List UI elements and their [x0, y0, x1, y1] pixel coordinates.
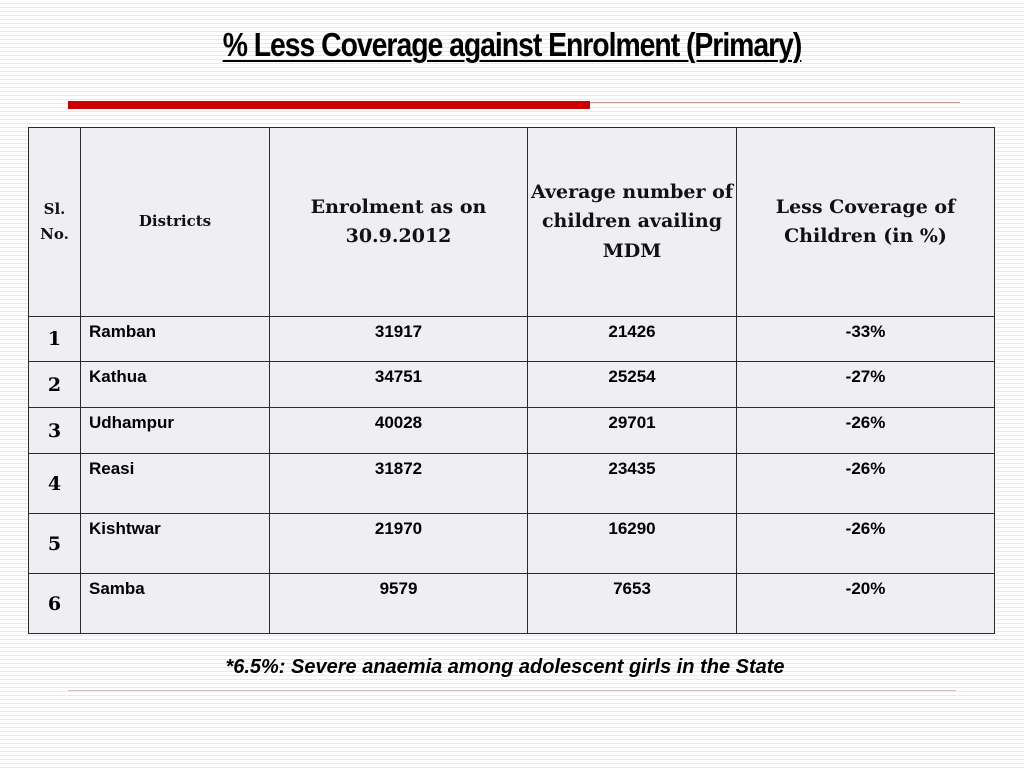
table-row: 5 Kishtwar 21970 16290 -26% — [28, 513, 995, 574]
cell-less-coverage: -33% — [736, 316, 995, 362]
cell-enrolment: 31917 — [269, 316, 528, 362]
cell-less-coverage: -26% — [736, 407, 995, 454]
cell-district: Samba — [80, 573, 270, 634]
cell-less-coverage: -20% — [736, 573, 995, 634]
table-row: 6 Samba 9579 7653 -20% — [28, 573, 995, 634]
coverage-table: Sl. No. Districts Enrolment as on 30.9.2… — [28, 127, 995, 634]
table-row: 1 Ramban 31917 21426 -33% — [28, 316, 995, 362]
cell-avg-children: 23435 — [527, 453, 737, 514]
table-header-row: Sl. No. Districts Enrolment as on 30.9.2… — [28, 127, 995, 317]
header-districts: Districts — [80, 127, 270, 317]
bottom-rule-line — [68, 690, 956, 691]
table-row: 4 Reasi 31872 23435 -26% — [28, 453, 995, 514]
cell-avg-children: 25254 — [527, 361, 737, 408]
cell-avg-children: 7653 — [527, 573, 737, 634]
cell-sl: 6 — [28, 573, 81, 634]
cell-less-coverage: -26% — [736, 453, 995, 514]
cell-avg-children: 21426 — [527, 316, 737, 362]
table-row: 2 Kathua 34751 25254 -27% — [28, 361, 995, 408]
cell-enrolment: 34751 — [269, 361, 528, 408]
cell-district: Ramban — [80, 316, 270, 362]
header-less-coverage: Less Coverage of Children (in %) — [736, 127, 995, 317]
cell-sl: 4 — [28, 453, 81, 514]
cell-sl: 5 — [28, 513, 81, 574]
cell-avg-children: 16290 — [527, 513, 737, 574]
table-row: 3 Udhampur 40028 29701 -26% — [28, 407, 995, 454]
title-accent-bar — [68, 101, 590, 109]
cell-sl: 2 — [28, 361, 81, 408]
header-avg-children: Average number of children availing MDM — [527, 127, 737, 317]
cell-district: Kathua — [80, 361, 270, 408]
cell-less-coverage: -26% — [736, 513, 995, 574]
cell-district: Reasi — [80, 453, 270, 514]
footnote: *6.5%: Severe anaemia among adolescent g… — [225, 656, 785, 678]
slide-title: % Less Coverage against Enrolment (Prima… — [222, 26, 803, 63]
cell-enrolment: 9579 — [269, 573, 528, 634]
header-sl-no: Sl. No. — [28, 127, 81, 317]
cell-less-coverage: -27% — [736, 361, 995, 408]
cell-sl: 1 — [28, 316, 81, 362]
cell-district: Kishtwar — [80, 513, 270, 574]
cell-avg-children: 29701 — [527, 407, 737, 454]
header-enrolment: Enrolment as on 30.9.2012 — [269, 127, 528, 317]
title-rule-line — [590, 102, 960, 103]
cell-district: Udhampur — [80, 407, 270, 454]
cell-enrolment: 21970 — [269, 513, 528, 574]
cell-enrolment: 40028 — [269, 407, 528, 454]
cell-enrolment: 31872 — [269, 453, 528, 514]
cell-sl: 3 — [28, 407, 81, 454]
